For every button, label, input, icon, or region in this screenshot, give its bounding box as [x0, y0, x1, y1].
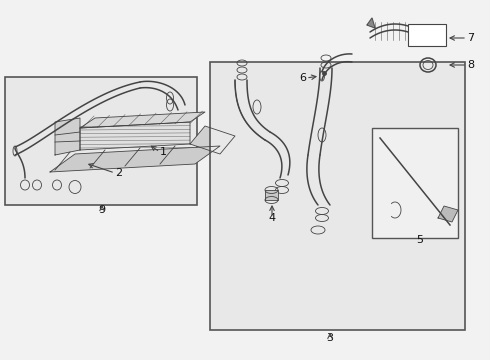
Text: 1: 1 [160, 147, 167, 157]
Text: 3: 3 [326, 333, 334, 343]
Polygon shape [438, 206, 458, 222]
Polygon shape [55, 118, 80, 155]
Polygon shape [265, 190, 278, 200]
Text: 5: 5 [416, 235, 423, 245]
Bar [210, 62, 465, 330]
Text: 9: 9 [98, 205, 105, 215]
Bar [5, 77, 197, 205]
Text: 7: 7 [467, 33, 474, 43]
Polygon shape [80, 122, 190, 150]
Text: 2: 2 [115, 168, 122, 178]
Text: 6: 6 [299, 73, 306, 83]
Text: 8: 8 [467, 60, 474, 70]
Polygon shape [80, 112, 205, 128]
Bar [372, 128, 458, 238]
Polygon shape [50, 146, 220, 172]
Polygon shape [190, 126, 235, 154]
Text: 4: 4 [269, 213, 275, 223]
Bar [408, 24, 446, 46]
Polygon shape [367, 18, 375, 28]
